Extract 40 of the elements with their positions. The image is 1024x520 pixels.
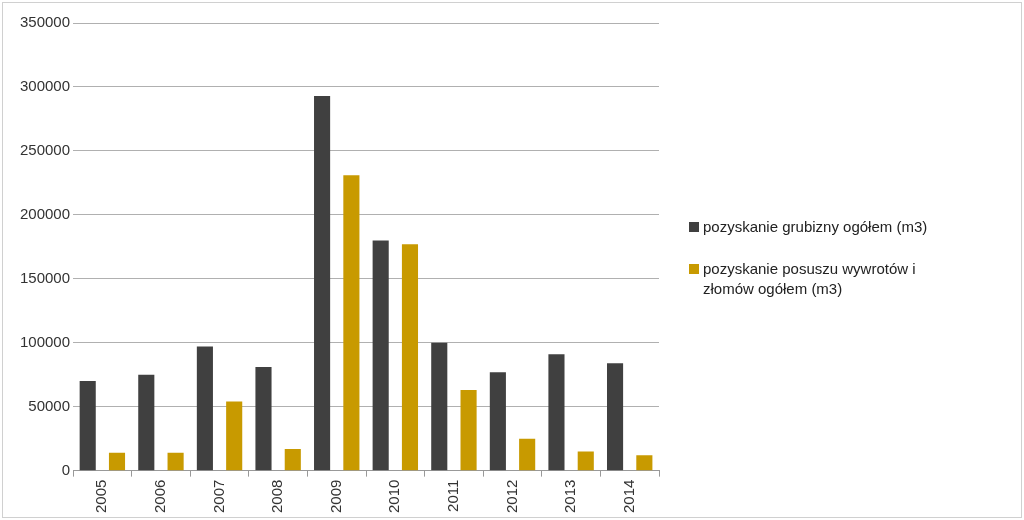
bar bbox=[167, 452, 184, 471]
bar bbox=[226, 401, 243, 471]
bar bbox=[489, 372, 506, 471]
bar bbox=[138, 374, 155, 471]
y-tick-label: 250000 bbox=[19, 141, 71, 159]
x-tick-label: 2013 bbox=[561, 479, 579, 514]
x-tick-label: 2010 bbox=[385, 479, 403, 514]
y-tick-label: 0 bbox=[61, 460, 71, 478]
bar bbox=[577, 451, 594, 471]
x-tick-label: 2005 bbox=[92, 479, 110, 514]
y-tick-label: 300000 bbox=[19, 77, 71, 95]
bar bbox=[519, 438, 536, 471]
x-tick-label: 2014 bbox=[619, 479, 637, 514]
x-tick-label: 2007 bbox=[209, 479, 227, 514]
legend-label: pozyskanie posuszu wywrotów i złomów ogółem (m3) bbox=[703, 259, 917, 299]
legend-label: pozyskanie grubizny ogółem (m3) bbox=[703, 217, 928, 237]
x-tick-label: 2011 bbox=[444, 479, 462, 512]
bar bbox=[636, 455, 653, 471]
bar bbox=[548, 354, 565, 471]
bar bbox=[343, 175, 360, 471]
x-tick-label: 2012 bbox=[502, 479, 520, 514]
bar bbox=[401, 244, 419, 471]
x-tick-label: 2006 bbox=[151, 479, 169, 514]
x-tick-label: 2008 bbox=[268, 479, 286, 514]
bar bbox=[372, 240, 389, 471]
y-tick-label: 350000 bbox=[19, 13, 71, 31]
y-tick-label: 150000 bbox=[19, 268, 71, 286]
y-tick-label: 50000 bbox=[28, 396, 71, 414]
bar bbox=[255, 367, 272, 471]
bar bbox=[108, 452, 126, 471]
bar bbox=[607, 363, 624, 471]
bar bbox=[79, 381, 96, 471]
y-tick-label: 100000 bbox=[19, 332, 71, 350]
bar bbox=[284, 448, 301, 471]
bar bbox=[196, 346, 213, 471]
bar bbox=[460, 390, 477, 471]
x-tick-label: 2009 bbox=[326, 479, 344, 514]
y-tick-label: 200000 bbox=[19, 204, 71, 222]
bar bbox=[314, 95, 331, 471]
bar bbox=[431, 342, 448, 471]
